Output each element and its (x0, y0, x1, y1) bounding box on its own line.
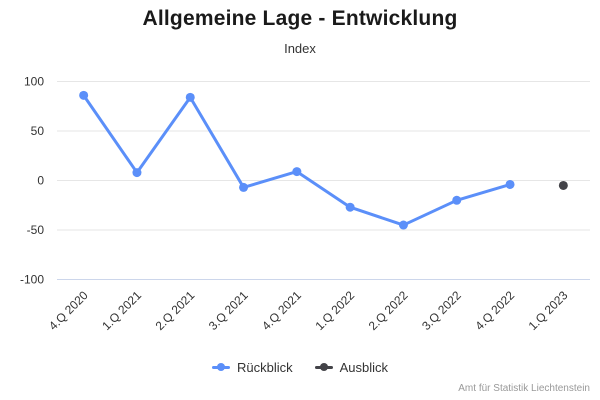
y-axis-label: -50 (27, 223, 45, 237)
x-axis-label: 1.Q 2021 (99, 288, 144, 333)
legend-dot-icon (319, 363, 328, 371)
legend-label-ausblick: Ausblick (339, 359, 389, 375)
y-axis-label: 50 (31, 124, 45, 138)
data-point-rueckblick[interactable] (345, 202, 355, 212)
x-axis-label: 1.Q 2022 (312, 288, 357, 333)
legend-item-ausblick[interactable]: Ausblick (314, 359, 389, 375)
data-point-rueckblick[interactable] (292, 167, 302, 177)
x-axis-label: 4.Q 2020 (46, 288, 91, 333)
x-axis-label: 4.Q 2022 (472, 288, 517, 333)
x-axis-label: 1.Q 2023 (526, 288, 571, 333)
data-point-rueckblick[interactable] (185, 92, 195, 102)
x-axis-label: 2.Q 2022 (366, 288, 411, 333)
data-point-ausblick[interactable] (558, 180, 568, 190)
legend-label-rueckblick: Rückblick (236, 359, 293, 375)
data-point-rueckblick[interactable] (132, 168, 142, 178)
legend: Rückblick Ausblick (0, 357, 600, 377)
y-axis-label: -100 (20, 273, 44, 287)
data-point-rueckblick[interactable] (239, 182, 249, 192)
credits-link[interactable]: Amt für Statistik Liechtenstein (458, 383, 590, 394)
ausblick-series-marker-icon (314, 363, 333, 372)
chart-title: Allgemeine Lage - Entwicklung (142, 7, 458, 30)
x-axis-label: 2.Q 2021 (153, 288, 198, 333)
chart-subtitle: Index (284, 41, 316, 56)
data-point-rueckblick[interactable] (452, 195, 462, 205)
x-axis-label: 4.Q 2021 (259, 288, 304, 333)
data-point-rueckblick[interactable] (398, 220, 408, 230)
legend-item-rueckblick[interactable]: Rückblick (211, 359, 293, 375)
x-axis-label: 3.Q 2021 (206, 288, 251, 333)
series-line-rueckblick (82, 93, 512, 227)
x-axis-label: 3.Q 2022 (419, 288, 464, 333)
y-axis-label: 0 (37, 174, 44, 188)
y-axis-label: 100 (24, 75, 44, 89)
legend-dot-icon (216, 363, 225, 371)
rueckblick-series-marker-icon (211, 363, 230, 372)
data-point-rueckblick[interactable] (79, 90, 89, 100)
data-point-rueckblick[interactable] (505, 179, 515, 189)
